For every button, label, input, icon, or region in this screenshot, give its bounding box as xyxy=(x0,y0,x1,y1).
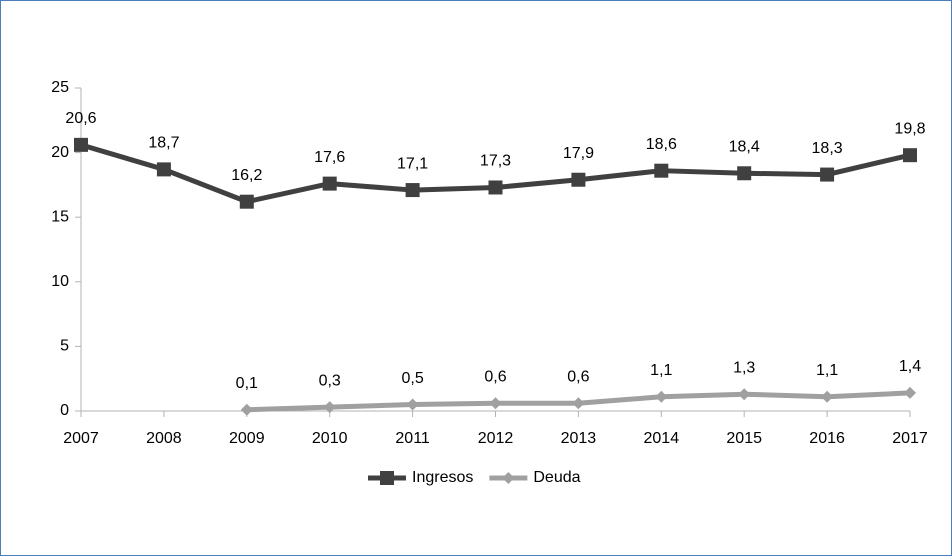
x-tick-label: 2016 xyxy=(809,430,845,447)
data-label: 18,3 xyxy=(812,140,843,157)
point-marker xyxy=(904,386,916,399)
data-label: 1,1 xyxy=(650,362,672,379)
data-label: 0,3 xyxy=(319,372,341,389)
point-marker xyxy=(821,390,834,403)
x-tick-label: 2008 xyxy=(146,430,182,447)
data-label: 0,5 xyxy=(401,370,423,387)
data-label: 1,1 xyxy=(816,362,838,379)
point-marker xyxy=(571,172,586,187)
data-label: 17,6 xyxy=(314,149,345,166)
data-label: 18,4 xyxy=(729,138,760,155)
x-tick-label: 2013 xyxy=(561,430,597,447)
point-marker xyxy=(323,401,336,414)
point-marker xyxy=(654,163,669,178)
data-label: 17,9 xyxy=(563,145,594,162)
data-label: 0,1 xyxy=(236,375,258,392)
point-marker xyxy=(156,162,171,177)
data-label: 0,6 xyxy=(484,368,506,385)
legend-label: Deuda xyxy=(533,469,580,486)
legend-marker xyxy=(380,471,394,485)
x-tick-label: 2012 xyxy=(478,430,514,447)
point-marker xyxy=(322,176,337,191)
y-tick-label: 15 xyxy=(51,208,69,225)
point-marker xyxy=(738,388,751,401)
point-marker xyxy=(572,397,585,410)
x-tick-label: 2010 xyxy=(312,430,348,447)
point-marker xyxy=(820,167,835,182)
x-tick-label: 2017 xyxy=(892,430,928,447)
y-tick-label: 25 xyxy=(51,79,69,96)
point-marker xyxy=(240,403,253,416)
point-marker xyxy=(406,398,419,411)
x-tick-label: 2007 xyxy=(63,430,99,447)
x-tick-label: 2009 xyxy=(229,430,265,447)
point-marker xyxy=(655,390,668,403)
legend-marker xyxy=(502,472,515,484)
point-marker xyxy=(488,180,503,195)
x-tick-label: 2011 xyxy=(395,430,430,447)
data-label: 20,6 xyxy=(65,110,96,127)
x-tick-label: 2014 xyxy=(644,430,680,447)
data-label: 17,3 xyxy=(480,153,511,170)
y-tick-label: 20 xyxy=(51,144,69,161)
point-marker xyxy=(239,194,254,209)
x-tick-label: 2015 xyxy=(726,430,762,447)
y-tick-label: 10 xyxy=(51,273,69,290)
y-tick-label: 5 xyxy=(60,338,69,355)
point-marker xyxy=(489,397,502,410)
data-label: 18,6 xyxy=(646,136,677,153)
point-marker xyxy=(903,148,917,163)
point-marker xyxy=(405,183,420,198)
data-label: 16,2 xyxy=(231,167,262,184)
data-label: 1,3 xyxy=(733,359,755,376)
data-label: 1,4 xyxy=(899,358,921,375)
data-label: 0,6 xyxy=(567,368,589,385)
legend-label: Ingresos xyxy=(412,469,473,486)
data-label: 18,7 xyxy=(148,135,179,152)
point-marker xyxy=(737,166,752,181)
point-marker xyxy=(74,137,88,152)
y-tick-label: 0 xyxy=(60,402,69,419)
data-label: 19,8 xyxy=(894,120,925,137)
data-label: 17,1 xyxy=(397,155,428,172)
